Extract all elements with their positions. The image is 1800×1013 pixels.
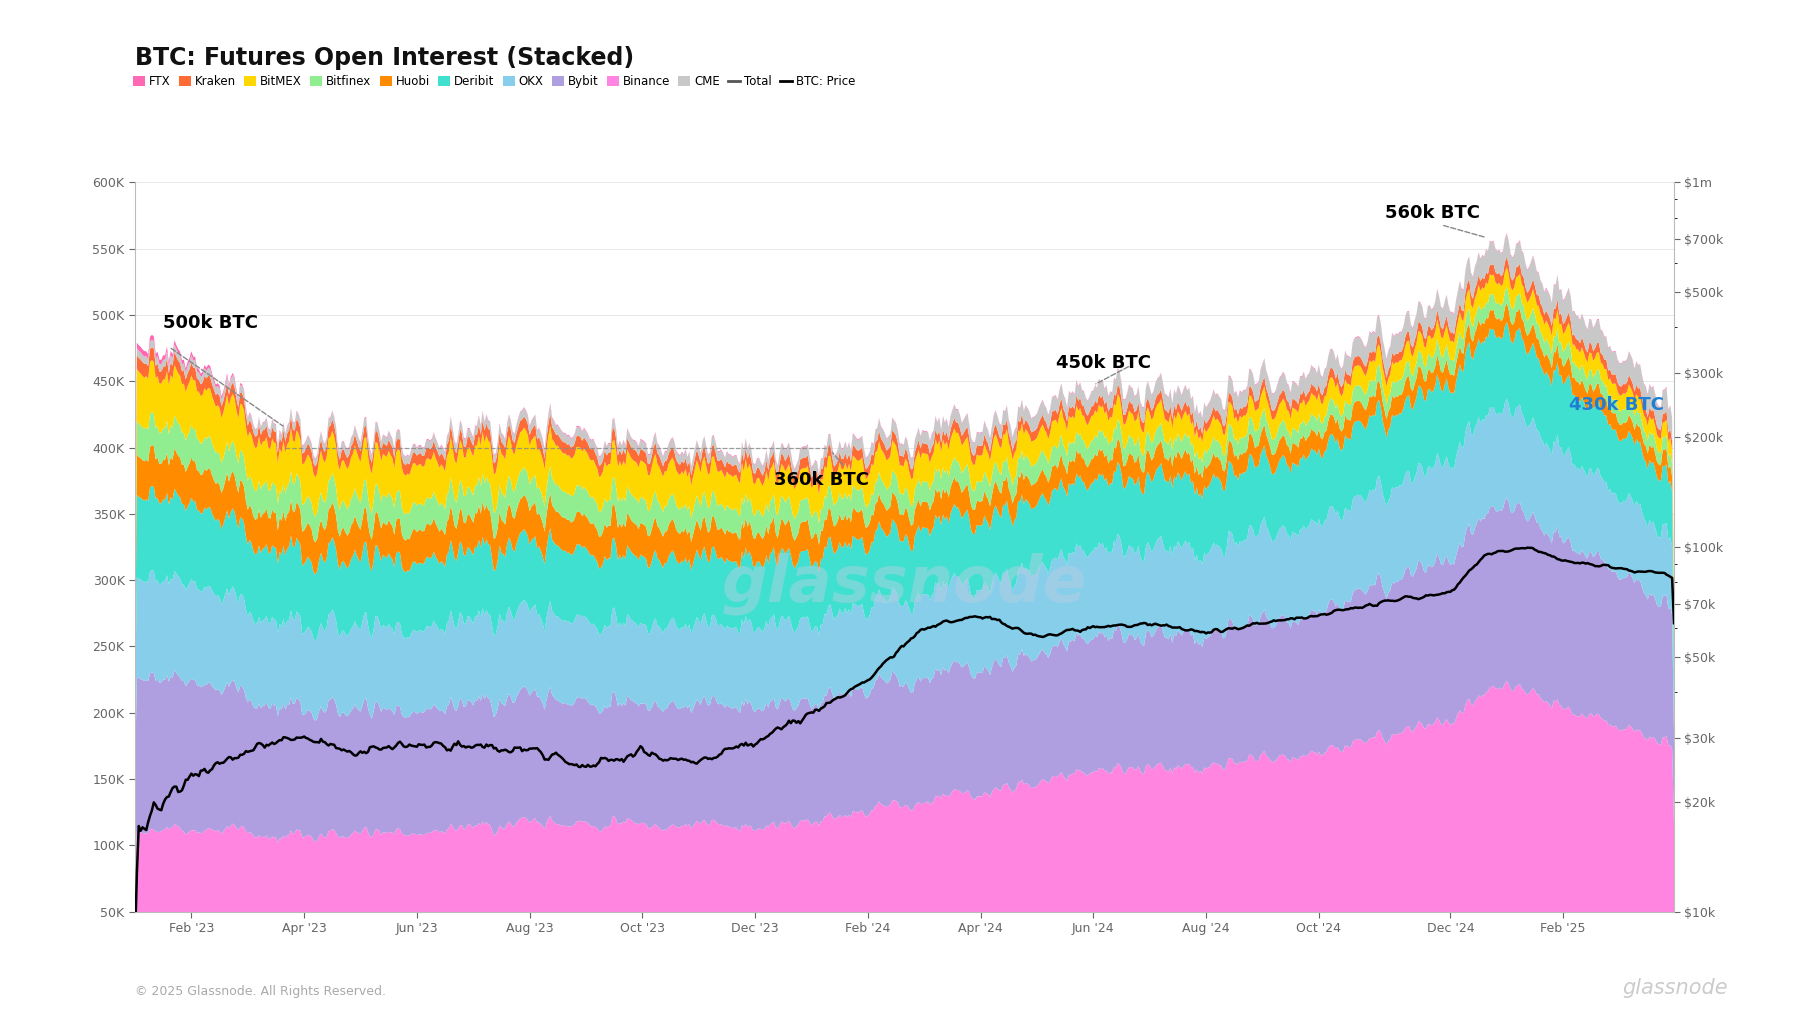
Text: © 2025 Glassnode. All Rights Reserved.: © 2025 Glassnode. All Rights Reserved. (135, 985, 385, 998)
Text: 560k BTC: 560k BTC (1384, 205, 1480, 222)
Text: 450k BTC: 450k BTC (1057, 354, 1150, 372)
Legend: FTX, Kraken, BitMEX, Bitfinex, Huobi, Deribit, OKX, Bybit, Binance, CME, Total, : FTX, Kraken, BitMEX, Bitfinex, Huobi, De… (133, 75, 855, 88)
Text: 500k BTC: 500k BTC (164, 314, 257, 332)
Text: glassnode: glassnode (722, 552, 1087, 615)
Text: 360k BTC: 360k BTC (774, 471, 869, 488)
Text: BTC: Futures Open Interest (Stacked): BTC: Futures Open Interest (Stacked) (135, 46, 634, 70)
Text: 430k BTC: 430k BTC (1570, 396, 1663, 414)
Text: glassnode: glassnode (1622, 978, 1728, 998)
